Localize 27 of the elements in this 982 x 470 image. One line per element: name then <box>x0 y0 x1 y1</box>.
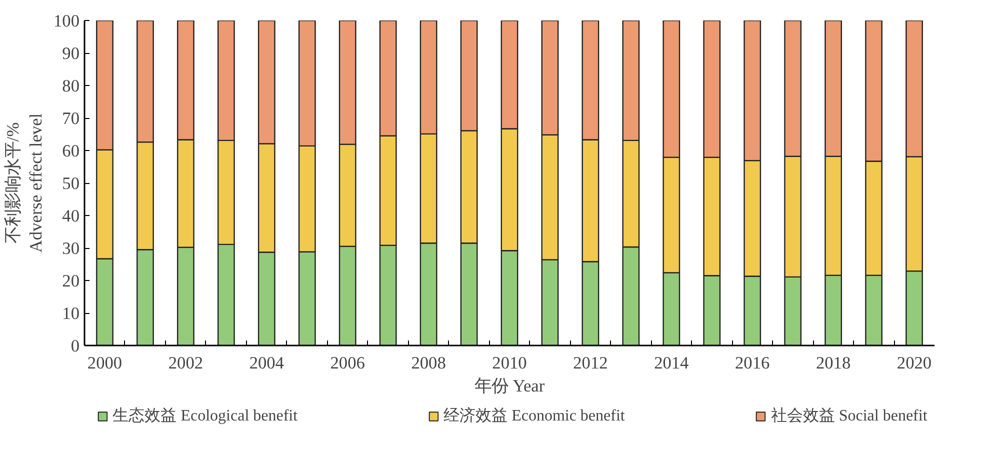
y-tick-label: 20 <box>62 272 80 290</box>
y-tick-label: 80 <box>62 76 80 96</box>
x-tick-label: 2006 <box>330 354 366 372</box>
x-axis-title: 年份 Year <box>474 376 545 396</box>
x-tick-label: 2002 <box>168 354 204 372</box>
x-tick-label: 2004 <box>249 354 284 372</box>
y-tick-label: 0 <box>70 336 80 356</box>
x-tick-label: 2016 <box>735 354 770 372</box>
y-tick-label: 30 <box>62 239 80 258</box>
legend-label: 经济效益 Economic benefit <box>444 406 625 426</box>
y-tick-label: 40 <box>62 206 80 226</box>
y-tick-label: 90 <box>62 44 80 63</box>
y-tick-label: 50 <box>62 174 80 193</box>
legend-label: 社会效益 Social benefit <box>770 406 928 426</box>
y-tick-label: 10 <box>62 304 80 323</box>
y-tick-label: 70 <box>62 109 80 128</box>
x-tick-label: 2014 <box>654 354 690 372</box>
y-axis-title: 不利影响水平/% Adverse effect level <box>4 113 46 253</box>
y-tick-label: 60 <box>62 142 80 160</box>
y-tick-label: 100 <box>54 12 80 30</box>
x-tick-label: 2000 <box>87 354 122 372</box>
x-tick-label: 2008 <box>411 354 446 372</box>
x-tick-label: 2010 <box>492 354 527 372</box>
x-tick-label: 2018 <box>816 354 851 372</box>
legend-label: 生态效益 Ecological benefit <box>112 406 298 426</box>
x-tick-label: 2020 <box>896 354 932 372</box>
x-tick-label: 2012 <box>573 354 608 372</box>
